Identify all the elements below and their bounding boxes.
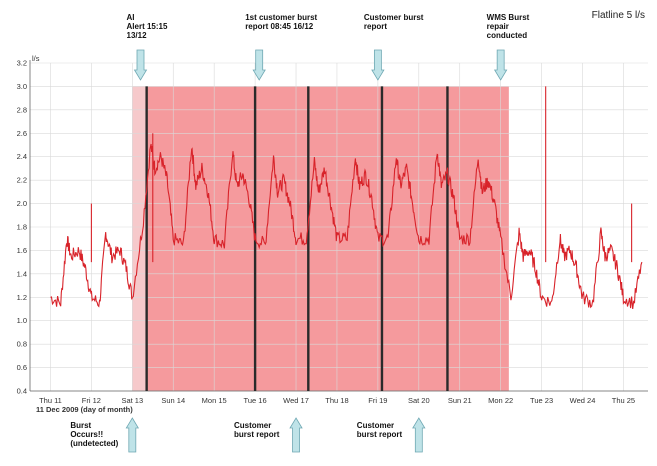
x-tick-label: Fri 12 (82, 396, 101, 405)
y-tick-label: 0.4 (17, 387, 27, 396)
y-tick-label: 1.8 (17, 223, 27, 232)
annotation-line: Burst (70, 421, 91, 430)
y-tick-label: 1.4 (17, 269, 27, 278)
burst-period-region (132, 86, 147, 391)
annotation-line: repair (487, 22, 509, 31)
y-tick-label: 0.6 (17, 363, 27, 372)
bottom-annotation-label: Customer burst report (357, 421, 403, 439)
x-axis-caption: 11 Dec 2009 (day of month) (36, 405, 133, 414)
x-tick-label: Sat 13 (121, 396, 143, 405)
bottom-annotation-label: Burst Occurs!! (undetected) (70, 421, 118, 448)
annotation-line: report 08:45 16/12 (245, 22, 314, 31)
annotation-line: Customer (357, 421, 394, 430)
y-tick-label: 2.6 (17, 129, 27, 138)
annotation-line: Alert 15:15 (127, 22, 168, 31)
top-annotation-label: Customer burst report (364, 13, 424, 31)
x-tick-label: Sun 21 (448, 396, 472, 405)
x-tick-label: Sun 14 (161, 396, 185, 405)
x-tick-label: Mon 15 (202, 396, 227, 405)
x-tick-label: Mon 22 (488, 396, 513, 405)
y-tick-label: 2.2 (17, 176, 27, 185)
annotation-line: 1st customer burst (245, 13, 317, 22)
y-axis-unit: l/s (32, 54, 40, 63)
up-arrow-icon (412, 417, 426, 453)
annotation-line: Customer (234, 421, 271, 430)
x-tick-label: Tue 16 (244, 396, 267, 405)
down-arrow-icon (252, 49, 266, 81)
y-tick-label: 2.4 (17, 152, 27, 161)
annotation-line: conducted (487, 31, 528, 40)
annotation-line: Customer burst (364, 13, 424, 22)
top-annotation-label: 1st customer burst report 08:45 16/12 (245, 13, 317, 31)
x-tick-label: Thu 25 (612, 396, 635, 405)
burst-period-region (146, 86, 509, 391)
annotation-line: report (364, 22, 387, 31)
down-arrow-icon (133, 49, 148, 81)
flow-series-line (50, 143, 643, 309)
x-tick-label: Tue 23 (530, 396, 553, 405)
top-annotation-label: AI Alert 15:15 13/12 (127, 13, 168, 40)
annotation-line: 13/12 (127, 31, 148, 40)
up-arrow-icon (125, 417, 140, 453)
y-tick-label: 3.2 (17, 59, 27, 68)
annotation-line: burst report (234, 430, 280, 439)
x-tick-label: Wed 24 (570, 396, 596, 405)
x-tick-label: Sat 20 (408, 396, 430, 405)
annotation-line: AI (127, 13, 135, 22)
annotation-line: WMS Burst (487, 13, 530, 22)
y-tick-label: 1.2 (17, 293, 27, 302)
down-arrow-icon (493, 49, 508, 81)
top-annotation-label: WMS Burst repair conducted (487, 13, 530, 40)
x-tick-label: Thu 18 (325, 396, 348, 405)
annotation-line: burst report (357, 430, 403, 439)
y-tick-label: 2.8 (17, 105, 27, 114)
x-tick-label: Fri 19 (368, 396, 387, 405)
y-tick-label: 0.8 (17, 340, 27, 349)
up-arrow-icon (289, 417, 303, 453)
x-tick-label: Wed 17 (283, 396, 309, 405)
y-tick-label: 1.6 (17, 246, 27, 255)
x-tick-label: Thu 11 (39, 396, 62, 405)
y-tick-label: 1.0 (17, 316, 27, 325)
down-arrow-icon (371, 49, 385, 81)
bottom-annotation-label: Customer burst report (234, 421, 280, 439)
chart-title: Flatline 5 l/s (592, 10, 645, 21)
annotation-line: Occurs!! (70, 430, 103, 439)
y-tick-label: 3.0 (17, 82, 27, 91)
y-tick-label: 2.0 (17, 199, 27, 208)
annotation-line: (undetected) (70, 439, 118, 448)
